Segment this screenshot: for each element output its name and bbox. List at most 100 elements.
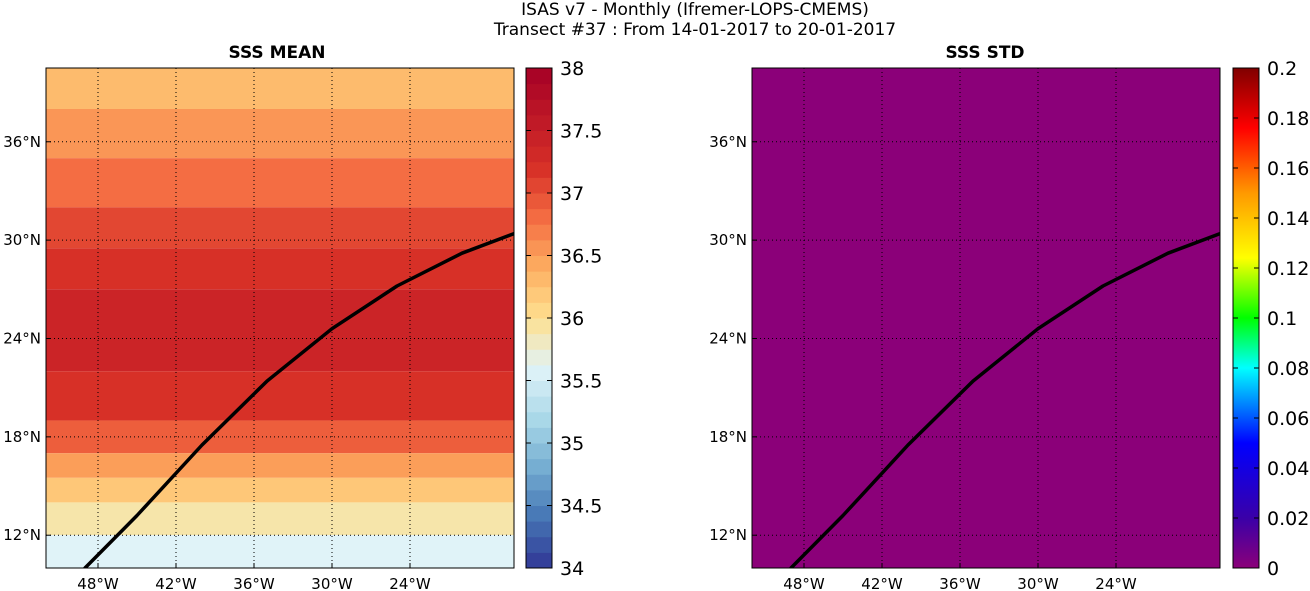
sss-mean-y-ticks: 12°N 18°N 24°N 30°N 36°N (3, 133, 51, 544)
colorbar-level-21 (526, 224, 552, 241)
sss-band-11 (46, 535, 514, 568)
colorbar-tick-label-0: 0 (1267, 558, 1279, 580)
colorbar-level-23 (526, 193, 552, 210)
colorbar-level-0 (526, 552, 552, 569)
colorbar-tick-label-4: 36 (560, 308, 584, 330)
sss-band-4 (46, 248, 514, 290)
sss-band-5 (46, 289, 514, 372)
colorbar-level-31 (526, 68, 552, 85)
colorbar-level-26 (526, 146, 552, 163)
x-tick-label-0: 48°W (783, 575, 825, 591)
transect-line (789, 231, 1220, 568)
colorbar-level-16 (526, 302, 552, 319)
colorbar-level-27 (526, 130, 552, 147)
x-tick-label-0: 48°W (77, 575, 119, 591)
sss-std-axes-frame (751, 67, 1221, 569)
colorbar-tick-label-2: 0.04 (1267, 458, 1309, 480)
sss-mean-transect (83, 231, 514, 568)
colorbar-tick-label-8: 0.16 (1267, 158, 1309, 180)
y-tick-label-4: 36°N (3, 133, 41, 151)
panel-title-sss-std: SSS STD (945, 43, 1024, 63)
sss-band-0 (46, 68, 514, 109)
colorbar-level-2 (526, 521, 552, 538)
x-tick-label-1: 42°W (155, 575, 197, 591)
colorbar-level-4 (526, 489, 552, 506)
colorbar-level-8 (526, 427, 552, 444)
colorbar-tick-label-2: 35 (560, 433, 584, 455)
colorbar-level-24 (526, 177, 552, 194)
y-tick-label-3: 30°N (709, 231, 747, 249)
colorbar-level-15 (526, 318, 552, 335)
colorbar-level-22 (526, 208, 552, 225)
sss-std-gridlines (752, 68, 1220, 568)
x-tick-label-4: 24°W (1095, 575, 1137, 591)
colorbar-level-28 (526, 114, 552, 131)
colorbar-level-6 (526, 458, 552, 475)
colorbar-tick-label-8: 38 (560, 58, 584, 80)
colorbar-level-10 (526, 396, 552, 413)
transect-line (83, 231, 514, 568)
colorbar-level-18 (526, 271, 552, 288)
colorbar-tick-label-6: 0.12 (1267, 258, 1309, 280)
colorbar-level-17 (526, 286, 552, 303)
colorbar-level-9 (526, 411, 552, 428)
colorbar-tick-label-7: 0.14 (1267, 208, 1309, 230)
sss-band-9 (46, 477, 514, 503)
y-tick-label-0: 12°N (3, 526, 41, 544)
colorbar-level-25 (526, 161, 552, 178)
sss-mean-colorbar (526, 68, 552, 569)
colorbar-tick-label-1: 34.5 (560, 496, 602, 518)
sss-band-7 (46, 420, 514, 454)
colorbar-level-12 (526, 364, 552, 381)
colorbar-level-20 (526, 239, 552, 256)
y-tick-label-1: 18°N (3, 428, 41, 446)
y-tick-label-2: 24°N (3, 329, 41, 347)
colorbar-level-11 (526, 380, 552, 397)
x-tick-label-2: 36°W (233, 575, 275, 591)
sss-mean-field (46, 68, 514, 568)
sss-std-field (752, 68, 1220, 568)
y-tick-label-4: 36°N (709, 133, 747, 151)
colorbar-level-19 (526, 255, 552, 272)
colorbar-level-30 (526, 83, 552, 100)
sss-band-8 (46, 453, 514, 478)
sss-band-10 (46, 502, 514, 536)
colorbar-tick-label-6: 37 (560, 183, 584, 205)
sss-std-colorbar-ticks: 0 0.02 0.04 0.06 0.08 0.1 0.12 0.14 0.16 0.18 0.2 (1233, 58, 1309, 580)
colorbar-level-5 (526, 474, 552, 491)
colorbar-tick-label-5: 0.1 (1267, 308, 1297, 330)
sss-std-y-ticks: 12°N 18°N 24°N 30°N 36°N (709, 133, 757, 544)
colorbar-tick-label-5: 36.5 (560, 246, 602, 268)
colorbar-level-3 (526, 505, 552, 522)
y-tick-label-2: 24°N (709, 329, 747, 347)
colorbar-level-7 (526, 443, 552, 460)
colorbar-tick-label-9: 0.18 (1267, 108, 1309, 130)
colorbar-tick-label-10: 0.2 (1267, 58, 1297, 80)
figure-title-line2: Transect #37 : From 14-01-2017 to 20-01-… (493, 20, 897, 40)
panel-sss-std: SSS STD 48°W 42°W 36°W 30°W 24°W 12°N 18°N 24°… (709, 43, 1309, 591)
colorbar-level-1 (526, 536, 552, 553)
sss-mean-gridlines (46, 68, 514, 568)
colorbar-tick-label-0: 34 (560, 558, 584, 580)
colorbar-tick-label-7: 37.5 (560, 121, 602, 143)
x-tick-label-1: 42°W (861, 575, 903, 591)
colorbar-tick-label-3: 0.06 (1267, 408, 1309, 430)
colorbar-level-14 (526, 333, 552, 350)
x-tick-label-3: 30°W (1017, 575, 1059, 591)
colorbar-level-29 (526, 99, 552, 116)
figure-title-line1: ISAS v7 - Monthly (Ifremer-LOPS-CMEMS) (521, 0, 869, 20)
colorbar-tick-label-3: 35.5 (560, 371, 602, 393)
sss-band-2 (46, 158, 514, 208)
y-tick-label-3: 30°N (3, 231, 41, 249)
sss-mean-colorbar-ticks: 34 34.5 35 35.5 36 36.5 37 37.5 38 (526, 58, 602, 580)
colorbar-tick-label-1: 0.02 (1267, 508, 1309, 530)
y-tick-label-1: 18°N (709, 428, 747, 446)
sss-std-x-ticks: 48°W 42°W 36°W 30°W 24°W (783, 563, 1137, 591)
sss-mean-x-ticks: 48°W 42°W 36°W 30°W 24°W (77, 563, 431, 591)
sss-mean-axes-frame (45, 67, 515, 569)
panel-sss-mean: SSS MEAN 48°W 42°W 36°W 30°W 24°W 12°N 18°N 24… (3, 43, 602, 591)
sss-band-1 (46, 108, 514, 159)
y-tick-label-0: 12°N (709, 526, 747, 544)
x-tick-label-4: 24°W (389, 575, 431, 591)
